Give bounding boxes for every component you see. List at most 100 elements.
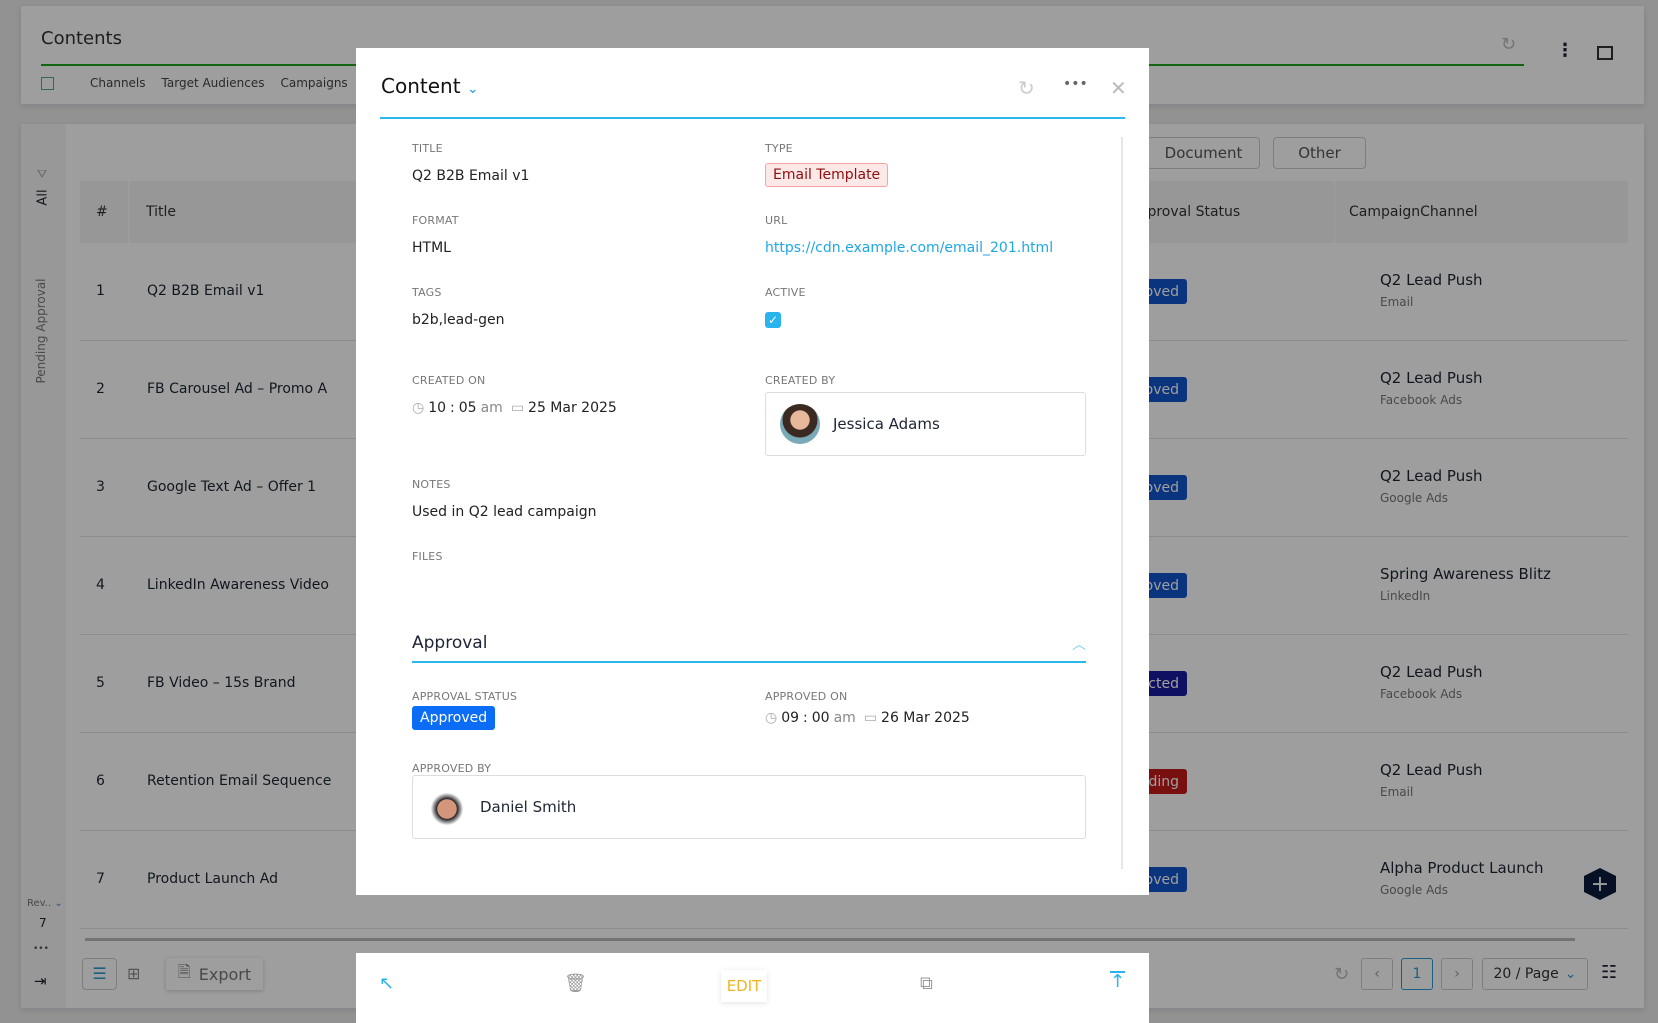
clock-icon: ◷ xyxy=(765,710,778,726)
approval-heading[interactable]: Approval xyxy=(412,633,488,653)
type-label: TYPE xyxy=(765,142,793,155)
close-icon[interactable]: ✕ xyxy=(1110,76,1127,100)
reload-icon[interactable]: ↻ xyxy=(1334,964,1350,985)
format-value: HTML xyxy=(412,240,451,256)
refresh-icon[interactable]: ↻ xyxy=(1018,76,1035,100)
type-badge: Email Template xyxy=(765,163,889,187)
approval-divider xyxy=(412,661,1086,663)
created-by-card[interactable]: Jessica Adams xyxy=(765,392,1086,456)
copy-icon xyxy=(41,76,54,90)
approved-on-label: APPROVED ON xyxy=(765,690,848,703)
col-campaign-channel[interactable]: CampaignChannel xyxy=(1335,181,1628,243)
row-number: 2 xyxy=(96,381,105,397)
row-campaign: Spring Awareness Blitz xyxy=(1380,565,1551,583)
chevron-down-icon: ⌄ xyxy=(466,81,479,97)
row-campaign: Q2 Lead Push xyxy=(1380,663,1483,681)
page-title: Contents xyxy=(41,28,122,49)
row-channel: Google Ads xyxy=(1380,491,1448,505)
delete-icon[interactable]: 🗑 xyxy=(564,973,587,994)
next-page-button[interactable]: › xyxy=(1441,958,1473,990)
row-campaign: Q2 Lead Push xyxy=(1380,467,1483,485)
col-number[interactable]: # xyxy=(80,181,128,243)
approved-by-card[interactable]: Daniel Smith xyxy=(412,775,1086,839)
expand-icon[interactable]: ⇥ xyxy=(34,972,47,990)
edit-button[interactable]: EDIT xyxy=(721,970,767,1002)
row-number: 5 xyxy=(96,675,105,691)
more-options-icon[interactable]: ••• xyxy=(1063,76,1088,92)
row-title: Retention Email Sequence xyxy=(147,773,332,789)
modal-action-bar: ↖ 🗑 EDIT ⧉ ↑ xyxy=(356,953,1149,1023)
title-value: Q2 B2B Email v1 xyxy=(412,168,530,184)
row-channel: Facebook Ads xyxy=(1380,393,1463,407)
row-title: Google Text Ad – Offer 1 xyxy=(147,479,317,495)
refresh-icon[interactable]: ↻ xyxy=(1501,34,1517,55)
approved-on-value: ◷ 09:00 am ▭ 26 Mar 2025 xyxy=(765,710,970,726)
row-channel: Google Ads xyxy=(1380,883,1448,897)
row-title: FB Carousel Ad – Promo A xyxy=(147,381,328,397)
chevron-up-icon[interactable]: ︿ xyxy=(1072,637,1086,653)
filter-document[interactable]: Document xyxy=(1147,137,1260,169)
content-detail-modal: Content ⌄ ↻ ••• ✕ TITLE Q2 B2B Email v1 … xyxy=(356,48,1149,895)
page-size-select[interactable]: 20 / Page ⌄ xyxy=(1482,958,1588,990)
created-by-name: Jessica Adams xyxy=(833,415,940,433)
format-label: FORMAT xyxy=(412,214,459,227)
export-button[interactable]: 🗎 Export xyxy=(166,958,263,990)
row-campaign: Alpha Product Launch xyxy=(1380,859,1544,877)
approved-by-name: Daniel Smith xyxy=(480,798,577,816)
horizontal-scrollbar[interactable] xyxy=(85,938,1575,941)
modal-header-divider xyxy=(380,117,1125,119)
row-channel: Email xyxy=(1380,785,1414,799)
header-tabs: Channels Target Audiences Campaigns xyxy=(41,76,348,90)
row-campaign: Q2 Lead Push xyxy=(1380,369,1483,387)
avatar xyxy=(780,404,820,444)
duplicate-icon[interactable]: ⧉ xyxy=(920,973,933,994)
active-checkbox[interactable]: ✓ xyxy=(765,312,781,328)
url-label: URL xyxy=(765,214,788,227)
row-number: 6 xyxy=(96,773,105,789)
tab-channels[interactable]: Channels xyxy=(90,76,146,90)
url-link[interactable]: https://cdn.example.com/email_201.html xyxy=(765,240,1054,256)
notes-label: NOTES xyxy=(412,478,451,491)
approval-status-label: APPROVAL STATUS xyxy=(412,690,518,703)
files-label: FILES xyxy=(412,550,443,563)
collapse-arrow-icon[interactable]: ↖ xyxy=(379,973,395,994)
page-1[interactable]: 1 xyxy=(1401,958,1433,990)
export-icon: 🗎 xyxy=(177,961,191,981)
settings-sliders-icon[interactable]: ☷ xyxy=(1601,962,1618,983)
tab-target-audiences[interactable]: Target Audiences xyxy=(161,76,265,90)
created-by-label: CREATED BY xyxy=(765,374,836,387)
rev-count: 7 xyxy=(39,916,47,930)
filter-other[interactable]: Other xyxy=(1273,137,1366,169)
row-channel: Email xyxy=(1380,295,1414,309)
panel-toggle-icon[interactable] xyxy=(1597,46,1613,60)
row-channel: Facebook Ads xyxy=(1380,687,1463,701)
row-title: Product Launch Ad xyxy=(147,871,278,887)
grid-view-icon[interactable]: ⊞ xyxy=(127,964,141,983)
add-button[interactable]: + xyxy=(1584,868,1616,900)
calendar-icon: ▭ xyxy=(863,710,878,726)
approval-status-badge: Approved xyxy=(412,706,496,730)
calendar-icon: ▭ xyxy=(510,400,525,416)
modal-title[interactable]: Content ⌄ xyxy=(381,74,479,98)
list-view-button[interactable]: ☰ xyxy=(82,958,117,990)
active-label: ACTIVE xyxy=(765,286,806,299)
filter-sidebar: ⛛ All Pending Approval Rev.. ⌄ 7 ••• ⇥ xyxy=(21,124,66,1008)
row-title: LinkedIn Awareness Video xyxy=(147,577,329,593)
tags-value: b2b,lead-gen xyxy=(412,312,505,328)
tab-campaigns[interactable]: Campaigns xyxy=(280,76,348,90)
notes-value: Used in Q2 lead campaign xyxy=(412,504,597,520)
prev-page-button[interactable]: ‹ xyxy=(1361,958,1393,990)
row-channel: LinkedIn xyxy=(1380,589,1431,603)
scroll-top-icon[interactable]: ↑ xyxy=(1110,971,1126,992)
row-number: 3 xyxy=(96,479,105,495)
rev-dropdown[interactable]: Rev.. ⌄ xyxy=(27,898,63,909)
kebab-menu-icon[interactable]: ⋮ xyxy=(1556,40,1574,61)
more-icon[interactable]: ••• xyxy=(33,944,49,954)
modal-scrollbar[interactable] xyxy=(1121,137,1123,869)
filter-icon[interactable]: ⛛ xyxy=(37,167,48,181)
approved-by-label: APPROVED BY xyxy=(412,762,492,775)
row-title: FB Video – 15s Brand xyxy=(147,675,296,691)
avatar xyxy=(431,787,463,827)
row-number: 7 xyxy=(96,871,105,887)
created-on-value: ◷ 10:05 am ▭ 25 Mar 2025 xyxy=(412,400,617,416)
